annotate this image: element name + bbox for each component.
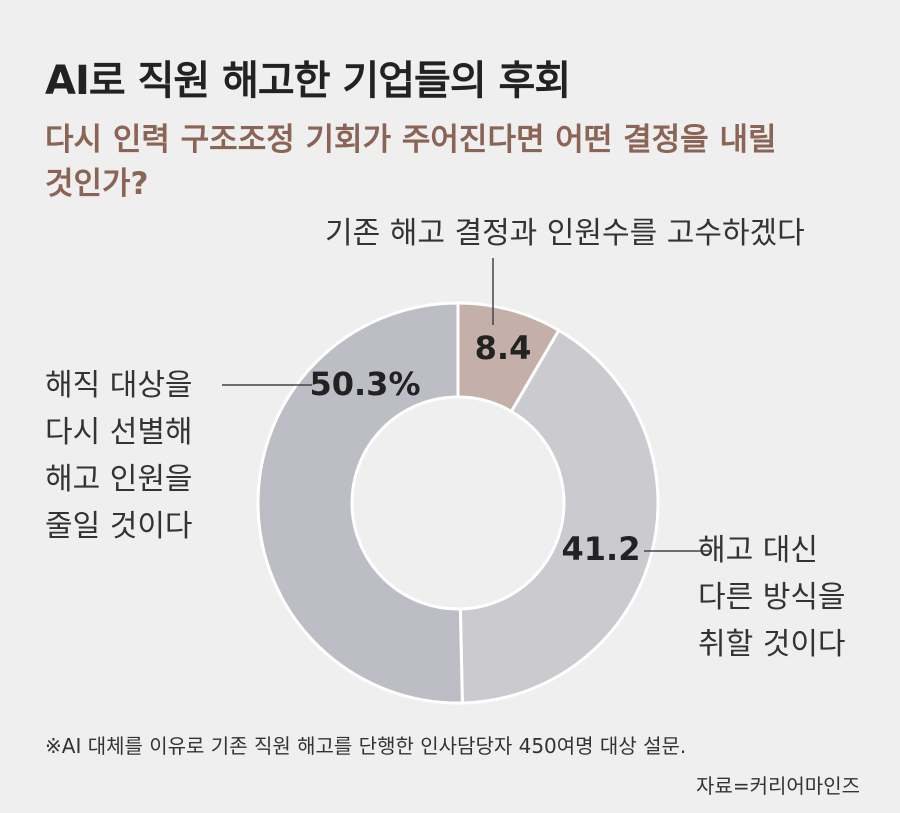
value-label: 41.2 [562, 530, 641, 568]
chart-title: AI로 직원 해고한 기업들의 후회 [45, 58, 571, 104]
value-label: 50.3% [309, 365, 420, 403]
chart-subtitle: 다시 인력 구조조정 기회가 주어진다면 어떤 결정을 내릴 것인가? [45, 122, 777, 202]
source: 자료=커리어마인즈 [696, 774, 860, 798]
category-label: 해직 대상을 다시 선별해 해고 인원을 줄일 것이다 [45, 368, 193, 544]
category-label: 해고 대신 다른 방식을 취할 것이다 [698, 533, 846, 662]
donut-slice [256, 301, 464, 705]
footnote: ※AI 대체를 이유로 기존 직원 해고를 단행한 인사담당자 450여명 대상… [45, 734, 687, 758]
value-label: 8.4 [475, 329, 532, 367]
category-label: 기존 해고 결정과 인원수를 고수하겠다 [325, 216, 805, 251]
donut-slice [458, 328, 660, 705]
